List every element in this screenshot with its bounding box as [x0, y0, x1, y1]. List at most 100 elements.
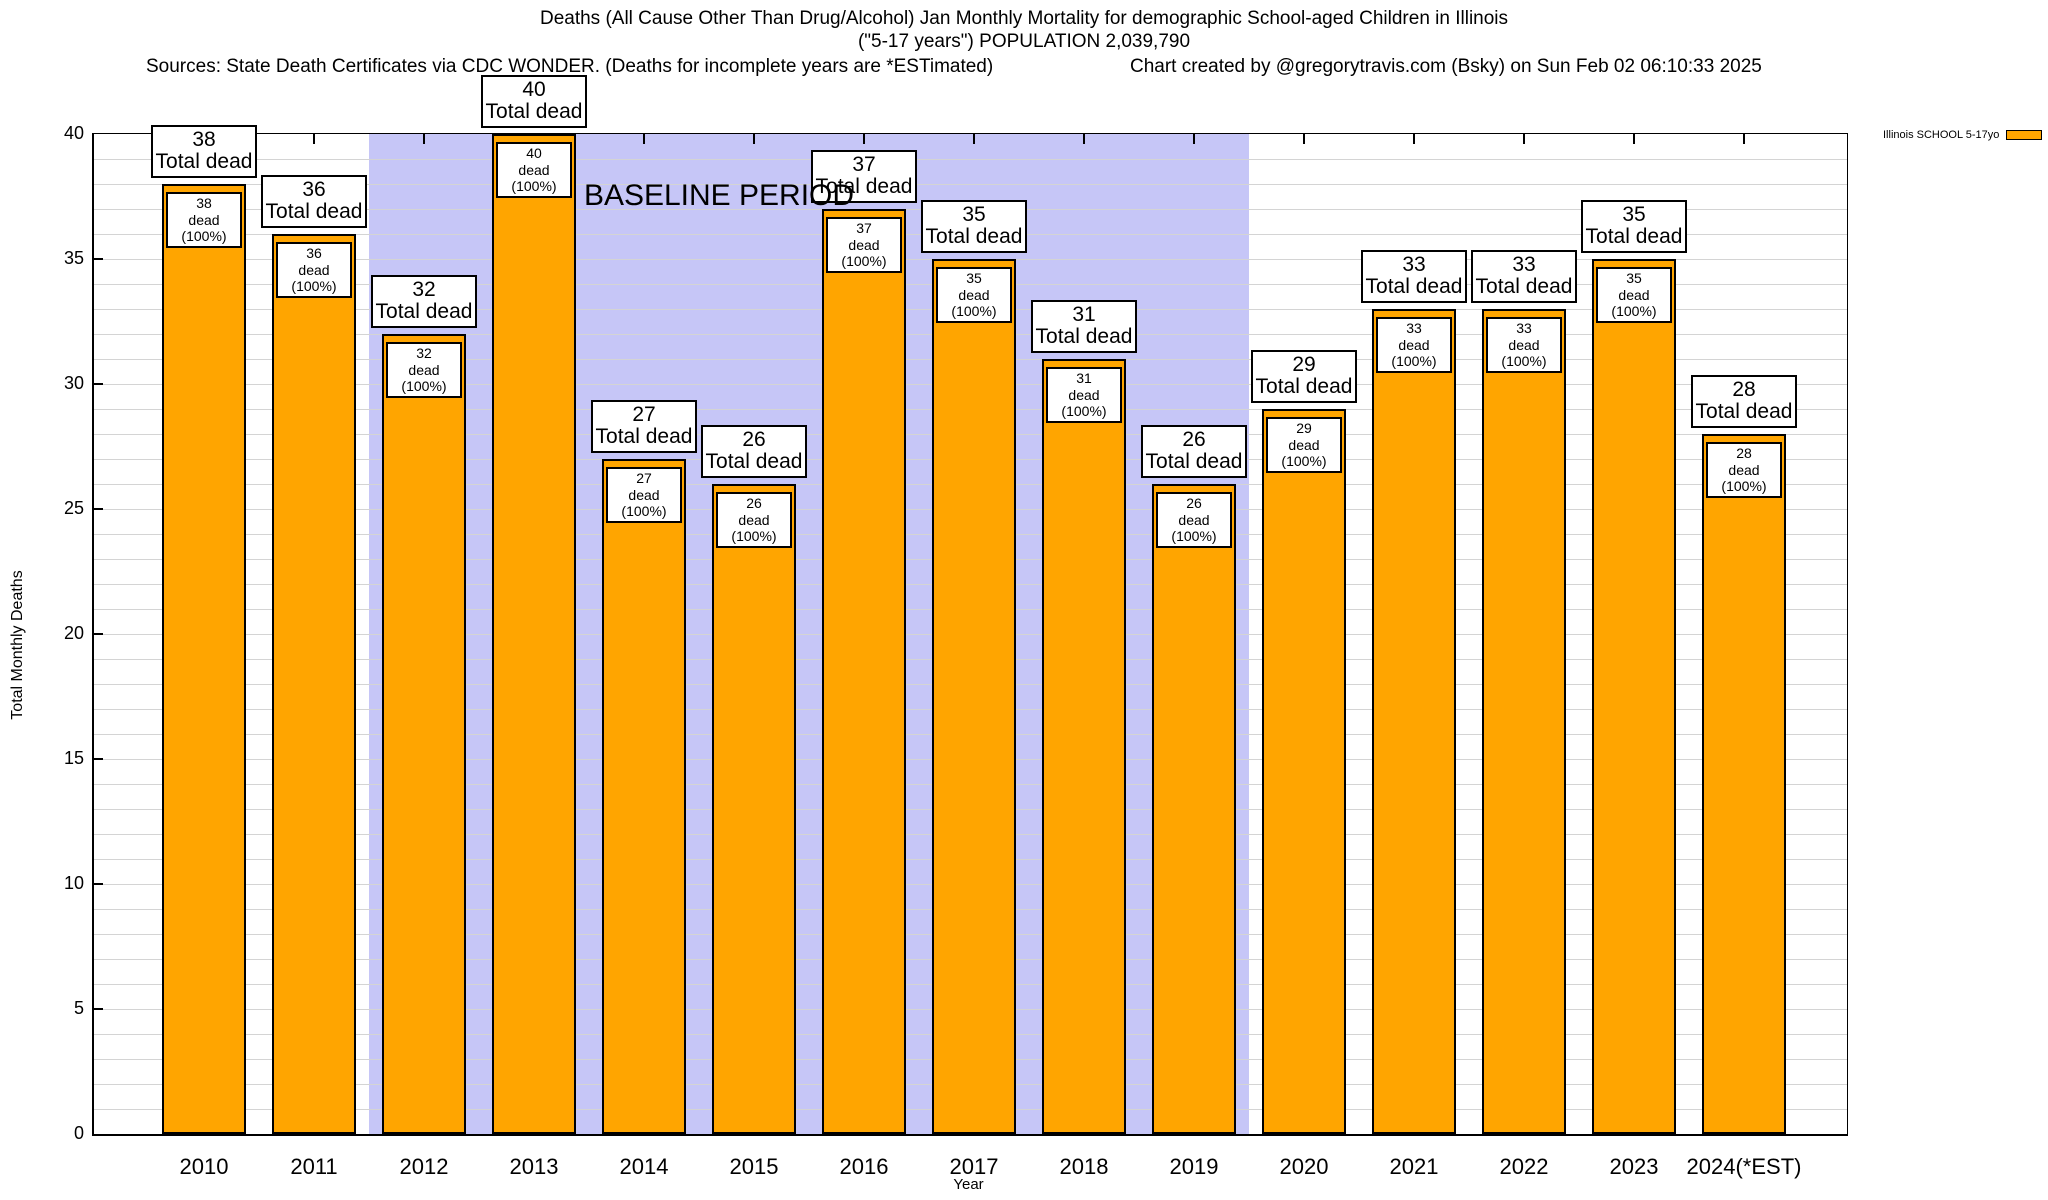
bar-total-text: Total dead — [705, 450, 803, 474]
legend-series-label: Illinois SCHOOL 5-17yo — [1883, 129, 2000, 141]
chart-title-line2: ("5-17 years") POPULATION 2,039,790 — [857, 31, 1191, 52]
y-axis-tick-label: 15 — [63, 748, 84, 768]
legend: Illinois SCHOOL 5-17yo — [1883, 129, 2043, 141]
y-axis-title: Total Monthly Deaths — [9, 570, 26, 720]
bar-total-text: Total dead — [925, 225, 1023, 249]
bar-inner-value: 29 — [1296, 420, 1312, 436]
y-axis-tick-label: 25 — [63, 498, 84, 518]
x-axis-top-tick — [643, 134, 645, 144]
bar-2017: 35 dead (100%) — [932, 259, 1016, 1134]
x-axis-category-label: 2019 — [1169, 1154, 1219, 1179]
bar-total-text: Total dead — [1255, 375, 1353, 399]
bar-inner-text: dead (100%) — [181, 211, 227, 245]
bar-total-label: 38 Total dead — [151, 124, 257, 178]
bar-total-label: 33 Total dead — [1361, 249, 1467, 303]
bar-inner-text: dead (100%) — [1501, 336, 1547, 370]
bar-2021: 33 dead (100%) — [1372, 309, 1456, 1134]
bar-inner-value: 33 — [1406, 320, 1422, 336]
bar-inner-label: 38 dead (100%) — [166, 192, 242, 248]
y-axis-tick-label: 10 — [63, 873, 84, 893]
x-axis-category-label: 2020 — [1279, 1154, 1329, 1179]
bar-total-text: Total dead — [1695, 400, 1793, 424]
x-axis-category-label: 2016 — [839, 1154, 889, 1179]
y-axis-tick — [94, 633, 103, 635]
y-axis-tick-label: 30 — [63, 373, 84, 393]
y-axis-tick — [94, 258, 103, 260]
bar-inner-value: 26 — [746, 495, 762, 511]
bar-2022: 33 dead (100%) — [1482, 309, 1566, 1134]
bar-inner-value: 38 — [196, 195, 212, 211]
y-axis-tick — [94, 383, 103, 385]
bar-inner-label: 29 dead (100%) — [1266, 417, 1342, 473]
bar-total-label: 26 Total dead — [701, 424, 807, 478]
bar-2011: 36 dead (100%) — [272, 234, 356, 1134]
bar-inner-label: 26 dead (100%) — [716, 492, 792, 548]
x-axis-top-tick — [1523, 134, 1525, 144]
bar-inner-text: dead (100%) — [621, 486, 667, 520]
bar-inner-value: 28 — [1736, 445, 1752, 461]
x-axis-top-tick — [753, 134, 755, 144]
bar-inner-text: dead (100%) — [1061, 386, 1107, 420]
gridline — [94, 158, 1847, 160]
x-axis-top-tick — [1743, 134, 1745, 144]
bar-total-value: 32 — [412, 277, 436, 301]
bar-inner-text: dead (100%) — [731, 511, 777, 545]
bar-inner-label: 35 dead (100%) — [936, 267, 1012, 323]
bar-total-value: 38 — [192, 127, 216, 151]
bar-total-value: 36 — [302, 177, 326, 201]
x-axis-category-label: 2013 — [509, 1154, 559, 1179]
bar-total-label: 26 Total dead — [1141, 424, 1247, 478]
bar-inner-text: dead (100%) — [951, 286, 997, 320]
bar-total-text: Total dead — [485, 100, 583, 124]
x-axis-category-label: 2010 — [179, 1154, 229, 1179]
bar-total-text: Total dead — [595, 425, 693, 449]
bar-inner-value: 36 — [306, 245, 322, 261]
bar-total-value: 29 — [1292, 352, 1316, 376]
bar-total-label: 31 Total dead — [1031, 299, 1137, 353]
credit-note: Chart created by @gregorytravis.com (Bsk… — [1130, 56, 1762, 77]
bar-2018: 31 dead (100%) — [1042, 359, 1126, 1134]
x-axis-category-label: 2022 — [1499, 1154, 1549, 1179]
y-axis-tick-label: 20 — [63, 623, 84, 643]
bar-2013: 40 dead (100%) — [492, 134, 576, 1134]
bar-total-value: 35 — [962, 202, 986, 226]
x-axis-category-label: 2017 — [949, 1154, 999, 1179]
bar-inner-label: 35 dead (100%) — [1596, 267, 1672, 323]
bar-total-label: 32 Total dead — [371, 274, 477, 328]
bar-total-value: 33 — [1402, 252, 1426, 276]
bar-inner-label: 26 dead (100%) — [1156, 492, 1232, 548]
x-axis-category-label: 2015 — [729, 1154, 779, 1179]
bar-inner-value: 37 — [856, 220, 872, 236]
bar-inner-text: dead (100%) — [841, 236, 887, 270]
bar-total-label: 36 Total dead — [261, 174, 367, 228]
x-axis-category-label: 2024(*EST) — [1686, 1154, 1802, 1179]
chart-title-line1: Deaths (All Cause Other Than Drug/Alcoho… — [539, 8, 1509, 29]
bar-total-text: Total dead — [265, 200, 363, 224]
bar-2016: 37 dead (100%) — [822, 209, 906, 1134]
bar-inner-value: 27 — [636, 470, 652, 486]
bar-inner-text: dead (100%) — [1721, 461, 1767, 495]
x-axis-category-label: 2021 — [1389, 1154, 1439, 1179]
bar-total-value: 35 — [1622, 202, 1646, 226]
bar-total-value: 31 — [1072, 302, 1096, 326]
x-axis-category-label: 2011 — [290, 1154, 338, 1179]
bar-total-value: 26 — [1182, 427, 1206, 451]
bar-total-text: Total dead — [1585, 225, 1683, 249]
bar-inner-text: dead (100%) — [1611, 286, 1657, 320]
y-axis-tick-label: 5 — [73, 998, 84, 1018]
x-axis-category-label: 2012 — [399, 1154, 449, 1179]
bar-total-label: 35 Total dead — [921, 199, 1027, 253]
bar-inner-value: 35 — [966, 270, 982, 286]
bar-2010: 38 dead (100%) — [162, 184, 246, 1134]
bar-2019: 26 dead (100%) — [1152, 484, 1236, 1134]
y-axis-tick — [94, 883, 103, 885]
x-axis-title: Year — [953, 1176, 984, 1193]
y-axis-tick — [94, 508, 103, 510]
bar-2015: 26 dead (100%) — [712, 484, 796, 1134]
bar-total-label: 28 Total dead — [1691, 374, 1797, 428]
bar-2024(*EST): 28 dead (100%) — [1702, 434, 1786, 1134]
bar-total-value: 33 — [1512, 252, 1536, 276]
x-axis-top-tick — [1193, 134, 1195, 144]
bar-inner-label: 27 dead (100%) — [606, 467, 682, 523]
